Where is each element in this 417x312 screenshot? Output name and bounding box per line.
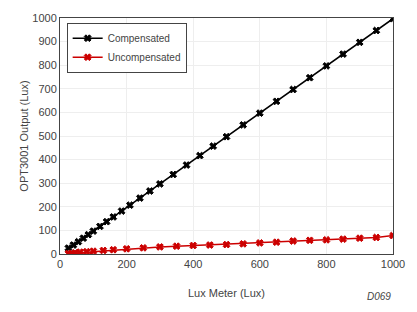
svg-text:200: 200 — [117, 258, 135, 270]
svg-text:D069: D069 — [367, 291, 391, 302]
svg-text:600: 600 — [38, 106, 56, 118]
svg-text:100: 100 — [38, 224, 56, 236]
svg-text:700: 700 — [38, 83, 56, 95]
svg-text:0: 0 — [51, 248, 57, 260]
svg-text:400: 400 — [184, 258, 202, 270]
svg-text:OPT3001 Output (Lux): OPT3001 Output (Lux) — [18, 80, 30, 191]
svg-text:200: 200 — [38, 201, 56, 213]
svg-text:400: 400 — [38, 153, 56, 165]
svg-text:600: 600 — [251, 258, 269, 270]
svg-text:800: 800 — [317, 258, 335, 270]
svg-text:800: 800 — [38, 59, 56, 71]
svg-text:0: 0 — [57, 258, 63, 270]
svg-text:Lux Meter (Lux): Lux Meter (Lux) — [188, 287, 265, 299]
svg-text:1000: 1000 — [32, 12, 56, 24]
svg-text:1000: 1000 — [381, 258, 405, 270]
svg-text:Compensated: Compensated — [108, 33, 170, 44]
svg-text:900: 900 — [38, 35, 56, 47]
svg-text:500: 500 — [38, 130, 56, 142]
svg-text:300: 300 — [38, 177, 56, 189]
svg-text:Uncompensated: Uncompensated — [108, 52, 181, 63]
